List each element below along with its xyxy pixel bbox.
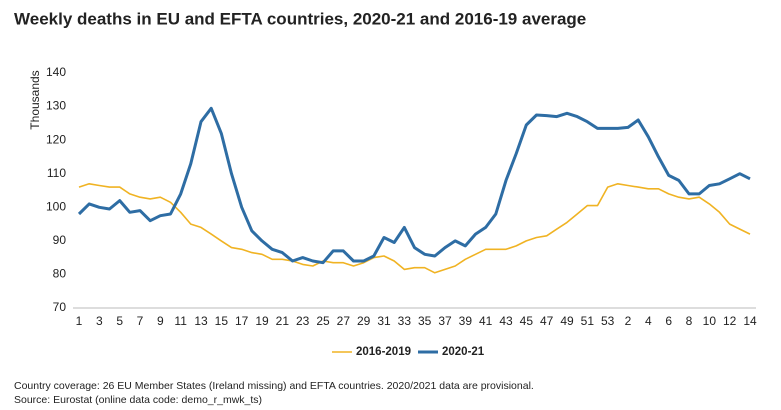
x-tick-label: 51 [581, 314, 595, 328]
x-tick-label: 8 [686, 314, 693, 328]
x-tick-label: 33 [398, 314, 412, 328]
x-tick-label: 19 [255, 314, 269, 328]
x-tick-label: 11 [174, 314, 187, 328]
footnote: Source: Eurostat (online data code: demo… [14, 394, 262, 406]
y-tick-label: 100 [46, 199, 66, 213]
y-tick-label: 90 [53, 233, 67, 247]
series-line [77, 106, 751, 265]
x-tick-label: 15 [215, 314, 229, 328]
footnote: Country coverage: 26 EU Member States (I… [14, 380, 534, 392]
x-tick-label: 6 [665, 314, 672, 328]
x-tick-label: 39 [459, 314, 473, 328]
y-tick-label: 80 [53, 267, 67, 281]
x-tick-label: 45 [520, 314, 534, 328]
y-tick-label: 120 [46, 132, 66, 146]
x-tick-label: 37 [438, 314, 452, 328]
x-tick-label: 1 [76, 314, 83, 328]
y-axis-label: Thousands [28, 70, 42, 129]
x-tick-label: 27 [337, 314, 351, 328]
x-tick-label: 14 [743, 314, 757, 328]
y-tick-label: 70 [53, 300, 67, 314]
x-tick-label: 41 [479, 314, 493, 328]
x-tick-label: 4 [645, 314, 652, 328]
x-tick-label: 31 [377, 314, 391, 328]
y-tick-label: 140 [46, 65, 66, 79]
x-tick-label: 29 [357, 314, 371, 328]
series-line [78, 183, 751, 274]
x-tick-label: 47 [540, 314, 554, 328]
x-tick-label: 9 [157, 314, 164, 328]
x-tick-label: 12 [723, 314, 737, 328]
x-tick-label: 17 [235, 314, 249, 328]
x-tick-label: 43 [499, 314, 513, 328]
x-tick-label: 10 [703, 314, 717, 328]
x-tick-label: 53 [601, 314, 615, 328]
x-tick-label: 23 [296, 314, 310, 328]
x-tick-label: 13 [194, 314, 208, 328]
x-tick-label: 25 [316, 314, 330, 328]
x-tick-label: 3 [96, 314, 103, 328]
y-tick-label: 130 [46, 99, 66, 113]
x-tick-label: 21 [276, 314, 290, 328]
x-tick-label: 7 [137, 314, 144, 328]
y-tick-label: 110 [47, 166, 66, 180]
x-tick-label: 49 [560, 314, 574, 328]
chart-title: Weekly deaths in EU and EFTA countries, … [14, 9, 586, 28]
legend-label: 2016-2019 [356, 346, 411, 358]
x-tick-label: 35 [418, 314, 432, 328]
x-tick-label: 2 [625, 314, 632, 328]
legend-label: 2020-21 [442, 346, 485, 358]
x-tick-label: 5 [116, 314, 123, 328]
